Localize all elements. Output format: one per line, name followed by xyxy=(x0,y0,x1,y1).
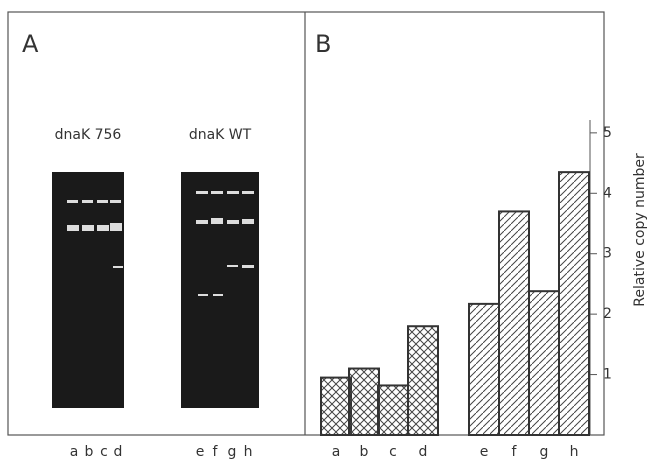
lane-label: d xyxy=(114,444,123,459)
strain-label: dnaK WT xyxy=(189,127,252,143)
x-tick-label: f xyxy=(512,444,518,459)
y-tick-label: 3 xyxy=(603,246,612,262)
bar xyxy=(529,291,559,435)
x-tick-label: h xyxy=(570,444,579,459)
strain-label: dnaK 756 xyxy=(55,127,122,143)
x-tick-label: g xyxy=(540,444,549,459)
y-tick-label: 1 xyxy=(603,367,612,383)
lane-label: h xyxy=(244,444,253,459)
lane-label: a xyxy=(70,444,79,459)
x-tick-label: b xyxy=(360,444,369,459)
y-tick-label: 2 xyxy=(603,306,612,322)
lane-label: g xyxy=(228,444,237,459)
y-tick-label: 5 xyxy=(603,125,612,141)
x-tick-label: d xyxy=(419,444,428,459)
bar xyxy=(469,304,499,435)
bar xyxy=(408,326,438,435)
lane-label: f xyxy=(213,444,219,459)
x-tick-label: e xyxy=(480,444,489,459)
figure: A dnaK 756 dnaK WT B Relative copy numbe… xyxy=(0,0,651,459)
bar xyxy=(349,369,379,435)
bar xyxy=(378,385,408,435)
bar xyxy=(499,211,529,435)
bar xyxy=(559,172,589,435)
lane-label: e xyxy=(196,444,205,459)
lane-label: b xyxy=(85,444,94,459)
gel xyxy=(52,172,259,408)
x-tick-label: c xyxy=(389,444,397,459)
panel-label: B xyxy=(315,30,331,58)
bar xyxy=(321,378,351,435)
lane-label: c xyxy=(100,444,108,459)
x-tick-label: a xyxy=(332,444,341,459)
y-axis-title: Relative copy number xyxy=(632,153,648,307)
y-tick-label: 4 xyxy=(603,185,612,201)
panel-label: A xyxy=(22,30,39,58)
